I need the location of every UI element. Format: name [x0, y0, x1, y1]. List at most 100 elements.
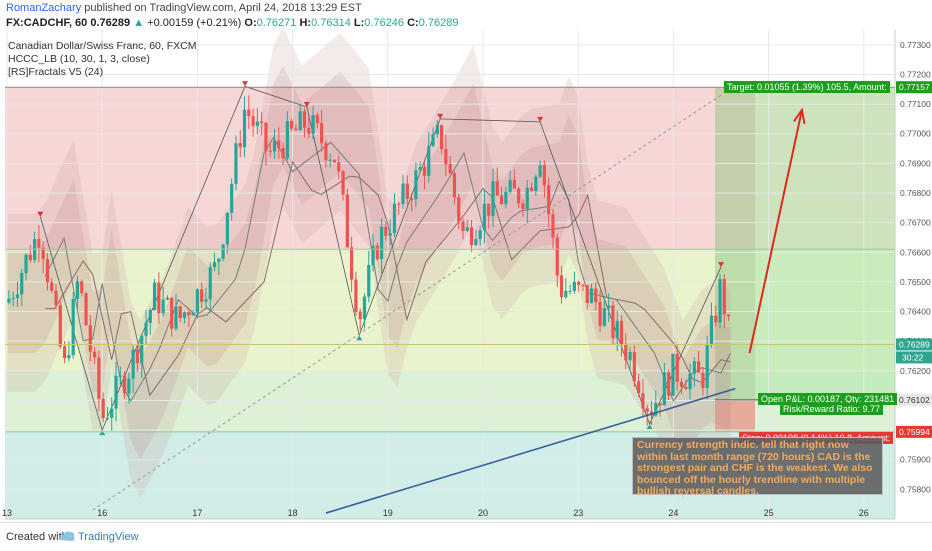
- fractal-low-1: [356, 335, 363, 341]
- legend-indicator-hccc[interactable]: HCCC_LB (10, 30, 1, 3, close): [8, 53, 150, 65]
- tradingview-brand[interactable]: TradingView: [78, 531, 139, 543]
- candle-body-42: [187, 312, 191, 316]
- tradingview-cloud-icon: [59, 531, 75, 541]
- candle-body-92: [401, 183, 405, 204]
- entry-price-tag-box: [896, 393, 932, 406]
- candle-body-120: [521, 203, 525, 210]
- candle-body-141: [611, 305, 615, 339]
- candle-body-64: [281, 147, 285, 159]
- countdown-tag-box: [896, 351, 932, 364]
- x-tick-label-4: 19: [383, 508, 393, 518]
- candle-body-155: [671, 353, 675, 396]
- position-target-shade: [715, 87, 755, 400]
- target-label: Target: 0.01055 (1.39%) 105.5, Amount:: [724, 81, 890, 93]
- candle-body-54: [238, 143, 242, 148]
- author-link[interactable]: RomanZachary: [6, 2, 82, 14]
- candle-body-87: [380, 227, 384, 259]
- candle-body-29: [131, 349, 135, 379]
- candle-body-68: [298, 111, 302, 131]
- fractal-high-5: [718, 262, 724, 268]
- candle-body-53: [234, 143, 238, 184]
- candle-body-119: [517, 188, 521, 204]
- candle-body-159: [688, 373, 692, 390]
- y-tick-label-14: 0.75900: [900, 455, 931, 465]
- candle-body-48: [212, 262, 217, 268]
- candle-body-33: [148, 310, 152, 323]
- candle-body-20: [92, 351, 97, 358]
- fractal-high-2: [303, 102, 310, 108]
- candle-body-97: [422, 167, 427, 176]
- candle-body-12: [58, 305, 62, 347]
- candle-body-115: [499, 195, 504, 205]
- target-price-tag-box: [896, 81, 932, 94]
- candle-body-148: [641, 393, 645, 409]
- legend-title: Canadian Dollar/Swiss Franc, 60, FXCM: [8, 40, 197, 52]
- candle-body-43: [191, 312, 195, 316]
- candle-body-157: [679, 381, 684, 387]
- y-tick-label-9: 0.76400: [900, 307, 931, 317]
- close-key: C:: [407, 17, 419, 29]
- candle-body-140: [607, 305, 611, 309]
- candle-body-46: [204, 299, 208, 302]
- candle-body-71: [311, 115, 315, 134]
- candle-body-55: [242, 109, 247, 148]
- candle-body-85: [371, 245, 375, 266]
- bullish-arrow-line: [748, 109, 803, 354]
- candle-body-89: [388, 233, 392, 236]
- candle-body-126: [547, 185, 551, 215]
- candle-body-65: [285, 121, 289, 159]
- candle-body-158: [684, 386, 688, 390]
- candle-body-23: [105, 417, 110, 419]
- candle-body-99: [431, 134, 435, 147]
- candle-body-26: [118, 375, 122, 377]
- y-tick-label-11: 0.76200: [900, 366, 931, 376]
- candle-body-8: [41, 247, 45, 260]
- stop-price-tag-box: [896, 425, 932, 438]
- risk-reward-label: Risk/Reward Ratio: 9.77: [780, 403, 884, 415]
- candle-body-70: [307, 127, 311, 134]
- candle-body-57: [251, 116, 255, 127]
- candle-body-166: [718, 279, 722, 323]
- candle-body-110: [478, 230, 482, 240]
- candle-body-4: [24, 254, 28, 274]
- candle-body-79: [345, 194, 349, 248]
- candle-body-112: [487, 203, 491, 216]
- high-key: H:: [299, 17, 312, 29]
- candle-body-168: [727, 314, 731, 317]
- candle-body-130: [564, 291, 568, 298]
- candle-body-138: [598, 302, 602, 326]
- published-text: published on TradingView.com, April 24, …: [84, 2, 362, 14]
- candle-body-90: [392, 203, 397, 234]
- target-price-tag-text: 0.77157: [899, 82, 930, 92]
- bullish-arrow-head: [793, 107, 806, 124]
- candle-body-28: [127, 378, 131, 394]
- analysis-annotation[interactable]: Currency strength indic. tell that right…: [632, 437, 883, 497]
- candle-body-147: [637, 381, 641, 394]
- candle-body-83: [362, 296, 367, 320]
- candle-body-39: [174, 306, 178, 329]
- candle-body-95: [414, 170, 418, 200]
- current-price-tag-box: [896, 338, 932, 351]
- candle-body-144: [624, 344, 628, 361]
- candle-body-105: [457, 197, 461, 222]
- y-tick-label-6: 0.76700: [900, 218, 931, 228]
- candle-body-35: [157, 282, 161, 314]
- candle-body-24: [110, 408, 114, 418]
- legend-indicator-fractals[interactable]: [RS]Fractals V5 (24): [8, 66, 104, 78]
- low-key: L:: [353, 17, 365, 29]
- x-tick-label-6: 23: [573, 508, 583, 518]
- y-tick-label-2: 0.77100: [900, 99, 931, 109]
- candle-body-78: [341, 171, 345, 195]
- footer: Created with TradingView: [0, 522, 932, 551]
- x-tick-label-8: 25: [764, 508, 774, 518]
- candle-body-47: [208, 267, 212, 300]
- candle-body-56: [247, 109, 251, 117]
- candle-body-136: [589, 288, 594, 304]
- last-price: 0.76289: [90, 17, 131, 29]
- candle-body-63: [277, 140, 281, 148]
- candle-body-163: [705, 344, 709, 389]
- candle-body-50: [221, 244, 225, 259]
- y-tick-label-3: 0.77000: [900, 129, 931, 139]
- ma-fast-line: [44, 136, 731, 403]
- candle-body-51: [225, 212, 229, 245]
